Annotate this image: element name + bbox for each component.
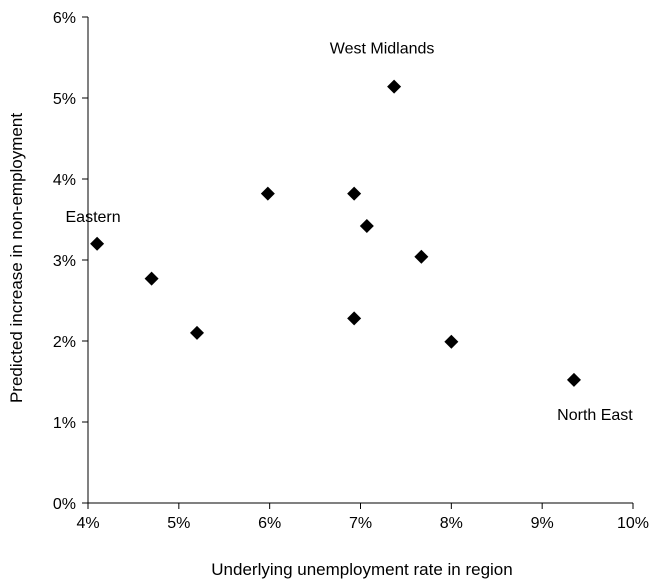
data-point — [90, 236, 105, 251]
y-tick-label: 5% — [53, 91, 76, 108]
x-axis-title: Underlying unemployment rate in region — [211, 560, 512, 579]
annotation-label: North East — [557, 407, 633, 424]
data-point — [144, 271, 159, 286]
data-point — [190, 325, 204, 340]
y-axis-title: Predicted increase in non-employment — [7, 113, 26, 403]
data-point — [414, 249, 429, 264]
data-point — [387, 79, 402, 94]
x-tick-label: 10% — [617, 515, 649, 532]
y-tick-label: 3% — [53, 253, 76, 270]
data-point — [260, 186, 275, 201]
y-tick-label: 1% — [53, 415, 76, 432]
plot-area: 0% 1% 2% 3% 4% 5% 6% 4% 5% 6% 7% 8% 9% 10% West Midl… — [53, 10, 649, 532]
data-point — [566, 372, 581, 387]
y-tick-label: 6% — [53, 10, 76, 27]
y-tick-label: 0% — [53, 496, 76, 513]
data-point — [347, 186, 362, 201]
data-points — [90, 79, 581, 387]
data-point — [359, 218, 374, 233]
y-axis-ticks: 0% 1% 2% 3% 4% 5% 6% — [53, 10, 88, 513]
y-tick-label: 2% — [53, 334, 76, 351]
x-tick-label: 9% — [531, 515, 554, 532]
x-tick-label: 6% — [258, 515, 281, 532]
data-point — [347, 311, 362, 326]
annotation-label: Eastern — [66, 209, 121, 226]
annotation-label: West Midlands — [330, 41, 435, 58]
x-tick-label: 5% — [167, 515, 190, 532]
x-tick-label: 4% — [76, 515, 99, 532]
y-tick-label: 4% — [53, 172, 76, 189]
annotations: West Midlands Eastern North East — [66, 41, 634, 424]
x-tick-label: 8% — [440, 515, 463, 532]
x-axis-ticks: 4% 5% 6% 7% 8% 9% 10% — [76, 503, 649, 532]
data-point — [444, 334, 459, 349]
x-tick-label: 7% — [349, 515, 372, 532]
